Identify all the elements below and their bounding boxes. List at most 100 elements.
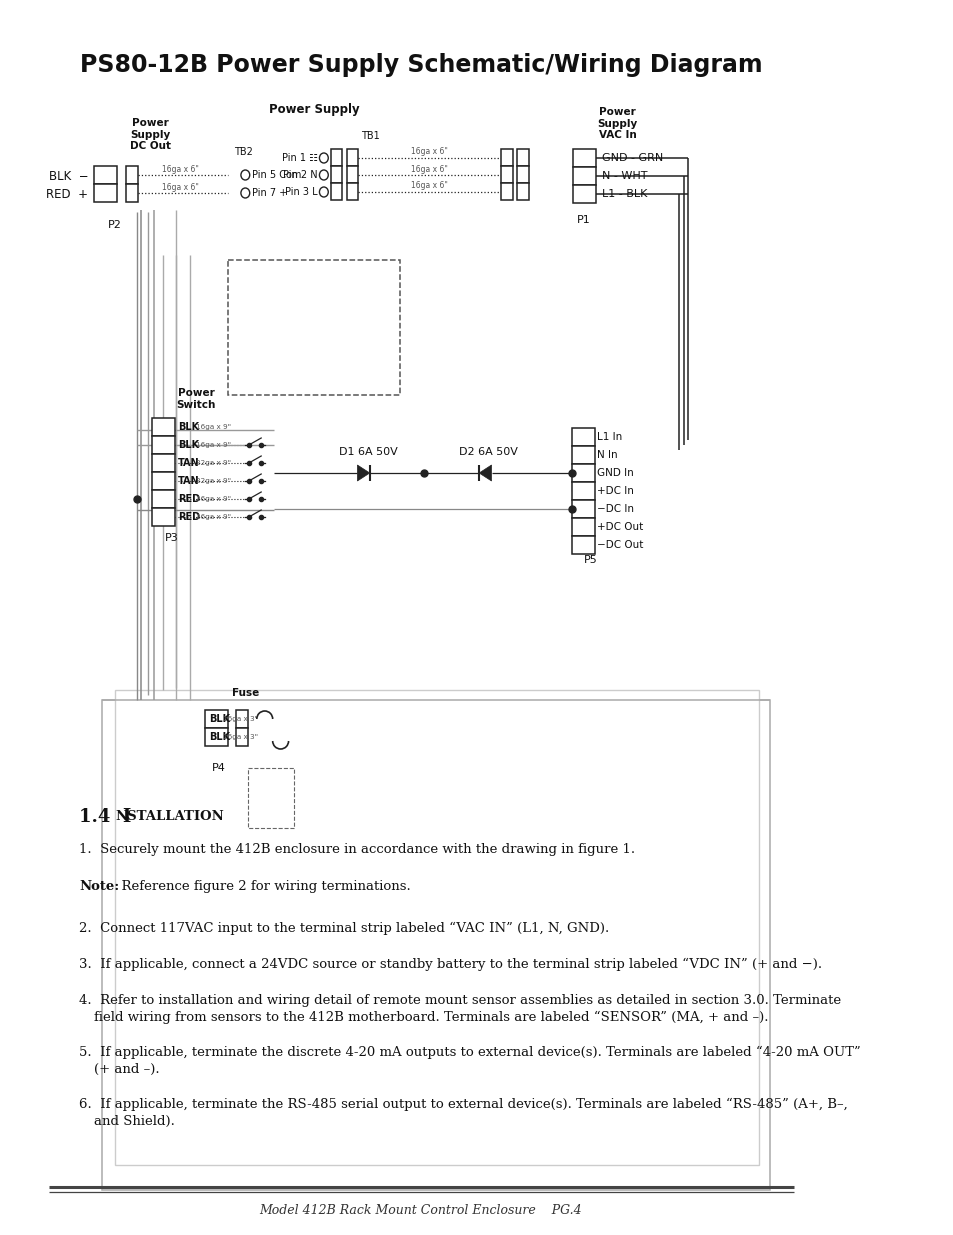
Text: 1.4  I: 1.4 I xyxy=(79,808,132,826)
Bar xyxy=(500,183,512,200)
Bar xyxy=(236,710,248,727)
Text: BLK: BLK xyxy=(209,714,230,724)
Text: P2: P2 xyxy=(108,220,122,230)
Text: 16ga x 6": 16ga x 6" xyxy=(411,147,448,157)
Bar xyxy=(572,149,595,167)
Bar xyxy=(517,149,528,165)
Bar xyxy=(94,184,117,203)
Text: BLK: BLK xyxy=(178,440,199,450)
Bar xyxy=(102,700,770,1191)
Text: RED: RED xyxy=(178,513,200,522)
Text: Pin 5 Com: Pin 5 Com xyxy=(253,170,301,180)
Text: Power
Supply
DC Out: Power Supply DC Out xyxy=(130,119,171,151)
Text: 16ga x 6": 16ga x 6" xyxy=(411,164,448,173)
Text: −DC Out: −DC Out xyxy=(597,540,643,550)
Text: P4: P4 xyxy=(212,763,226,773)
Bar xyxy=(126,184,137,203)
Text: Pin 7 +: Pin 7 + xyxy=(253,188,287,198)
Bar xyxy=(572,167,595,185)
Text: (+ and –).: (+ and –). xyxy=(93,1063,159,1076)
Text: Power
Switch: Power Switch xyxy=(176,388,215,410)
Bar xyxy=(152,472,174,490)
Text: NSTALLATION: NSTALLATION xyxy=(115,810,224,823)
Text: RED: RED xyxy=(178,494,200,504)
Bar xyxy=(126,165,137,184)
Text: 16ga x 6": 16ga x 6" xyxy=(162,183,199,191)
Text: BLK: BLK xyxy=(209,732,230,742)
Text: TAN: TAN xyxy=(178,458,200,468)
Bar xyxy=(347,183,358,200)
Text: P3: P3 xyxy=(165,534,179,543)
Text: D2 6A 50V: D2 6A 50V xyxy=(458,447,517,457)
Text: P5: P5 xyxy=(584,555,598,564)
Text: TB2: TB2 xyxy=(233,147,253,157)
Text: 22ga x 9": 22ga x 9" xyxy=(195,459,231,466)
Text: D1 6A 50V: D1 6A 50V xyxy=(339,447,397,457)
Bar xyxy=(331,165,342,183)
Text: L1 In: L1 In xyxy=(597,432,622,442)
Bar xyxy=(152,436,174,454)
Text: Model 412B Rack Mount Control Enclosure    PG.4: Model 412B Rack Mount Control Enclosure … xyxy=(259,1203,581,1216)
Bar xyxy=(248,768,294,827)
Text: GND In: GND In xyxy=(597,468,634,478)
Text: 16ga x 9": 16ga x 9" xyxy=(195,496,231,501)
Bar xyxy=(500,149,512,165)
Bar xyxy=(517,165,528,183)
Text: 22ga x 9": 22ga x 9" xyxy=(195,478,231,484)
Bar xyxy=(205,727,228,746)
Bar xyxy=(331,149,342,165)
Text: Power
Supply
VAC In: Power Supply VAC In xyxy=(597,107,638,141)
Text: +DC In: +DC In xyxy=(597,487,634,496)
Text: L1 - BLK: L1 - BLK xyxy=(601,189,646,199)
Text: Pin 2 N: Pin 2 N xyxy=(283,170,317,180)
Text: 4.  Refer to installation and wiring detail of remote mount sensor assemblies as: 4. Refer to installation and wiring deta… xyxy=(79,994,841,1007)
Bar xyxy=(152,508,174,526)
Text: BLK: BLK xyxy=(178,422,199,432)
Text: GND - GRN: GND - GRN xyxy=(601,153,662,163)
Text: TB1: TB1 xyxy=(360,131,379,141)
Bar xyxy=(152,417,174,436)
Bar xyxy=(571,517,594,536)
Bar xyxy=(572,185,595,203)
Bar xyxy=(517,183,528,200)
Bar xyxy=(236,727,248,746)
Text: P1: P1 xyxy=(577,215,591,225)
Text: 2.  Connect 117VAC input to the terminal strip labeled “VAC IN” (L1, N, GND).: 2. Connect 117VAC input to the terminal … xyxy=(79,923,609,935)
Text: 5.  If applicable, terminate the discrete 4-20 mA outputs to external device(s).: 5. If applicable, terminate the discrete… xyxy=(79,1046,861,1060)
Bar xyxy=(347,149,358,165)
Text: BLK  −: BLK − xyxy=(49,169,88,183)
Bar xyxy=(152,490,174,508)
Text: N In: N In xyxy=(597,450,618,459)
Text: 1.  Securely mount the 412B enclosure in accordance with the drawing in figure 1: 1. Securely mount the 412B enclosure in … xyxy=(79,844,635,856)
Text: field wiring from sensors to the 412B motherboard. Terminals are labeled “SENSOR: field wiring from sensors to the 412B mo… xyxy=(93,1011,767,1024)
Bar xyxy=(571,446,594,464)
Polygon shape xyxy=(478,466,491,480)
Text: −DC In: −DC In xyxy=(597,504,634,514)
Bar xyxy=(228,261,399,395)
Bar xyxy=(331,183,342,200)
Bar xyxy=(571,536,594,555)
Polygon shape xyxy=(357,466,370,480)
Text: 16ga x 9": 16ga x 9" xyxy=(195,514,231,520)
Text: 16ga x 3": 16ga x 3" xyxy=(223,716,258,722)
Bar xyxy=(205,710,228,727)
Text: +DC Out: +DC Out xyxy=(597,522,643,532)
Text: 16ga x 6": 16ga x 6" xyxy=(411,182,448,190)
Text: TAN: TAN xyxy=(178,475,200,487)
Bar xyxy=(571,464,594,482)
Text: 16ga x 6": 16ga x 6" xyxy=(162,164,199,173)
Bar xyxy=(114,690,758,1165)
Text: RED  +: RED + xyxy=(46,188,88,200)
Text: Pin 1 ☷: Pin 1 ☷ xyxy=(281,153,317,163)
Bar xyxy=(571,482,594,500)
Text: Note:: Note: xyxy=(79,881,119,893)
Text: N - WHT: N - WHT xyxy=(601,170,647,182)
Bar xyxy=(347,165,358,183)
Bar xyxy=(152,454,174,472)
Bar xyxy=(571,429,594,446)
Text: Reference figure 2 for wiring terminations.: Reference figure 2 for wiring terminatio… xyxy=(112,881,411,893)
Text: 16ga x 9": 16ga x 9" xyxy=(195,442,231,448)
Bar xyxy=(500,165,512,183)
Text: 16ga x 3": 16ga x 3" xyxy=(223,734,258,740)
Text: and Shield).: and Shield). xyxy=(93,1115,174,1128)
